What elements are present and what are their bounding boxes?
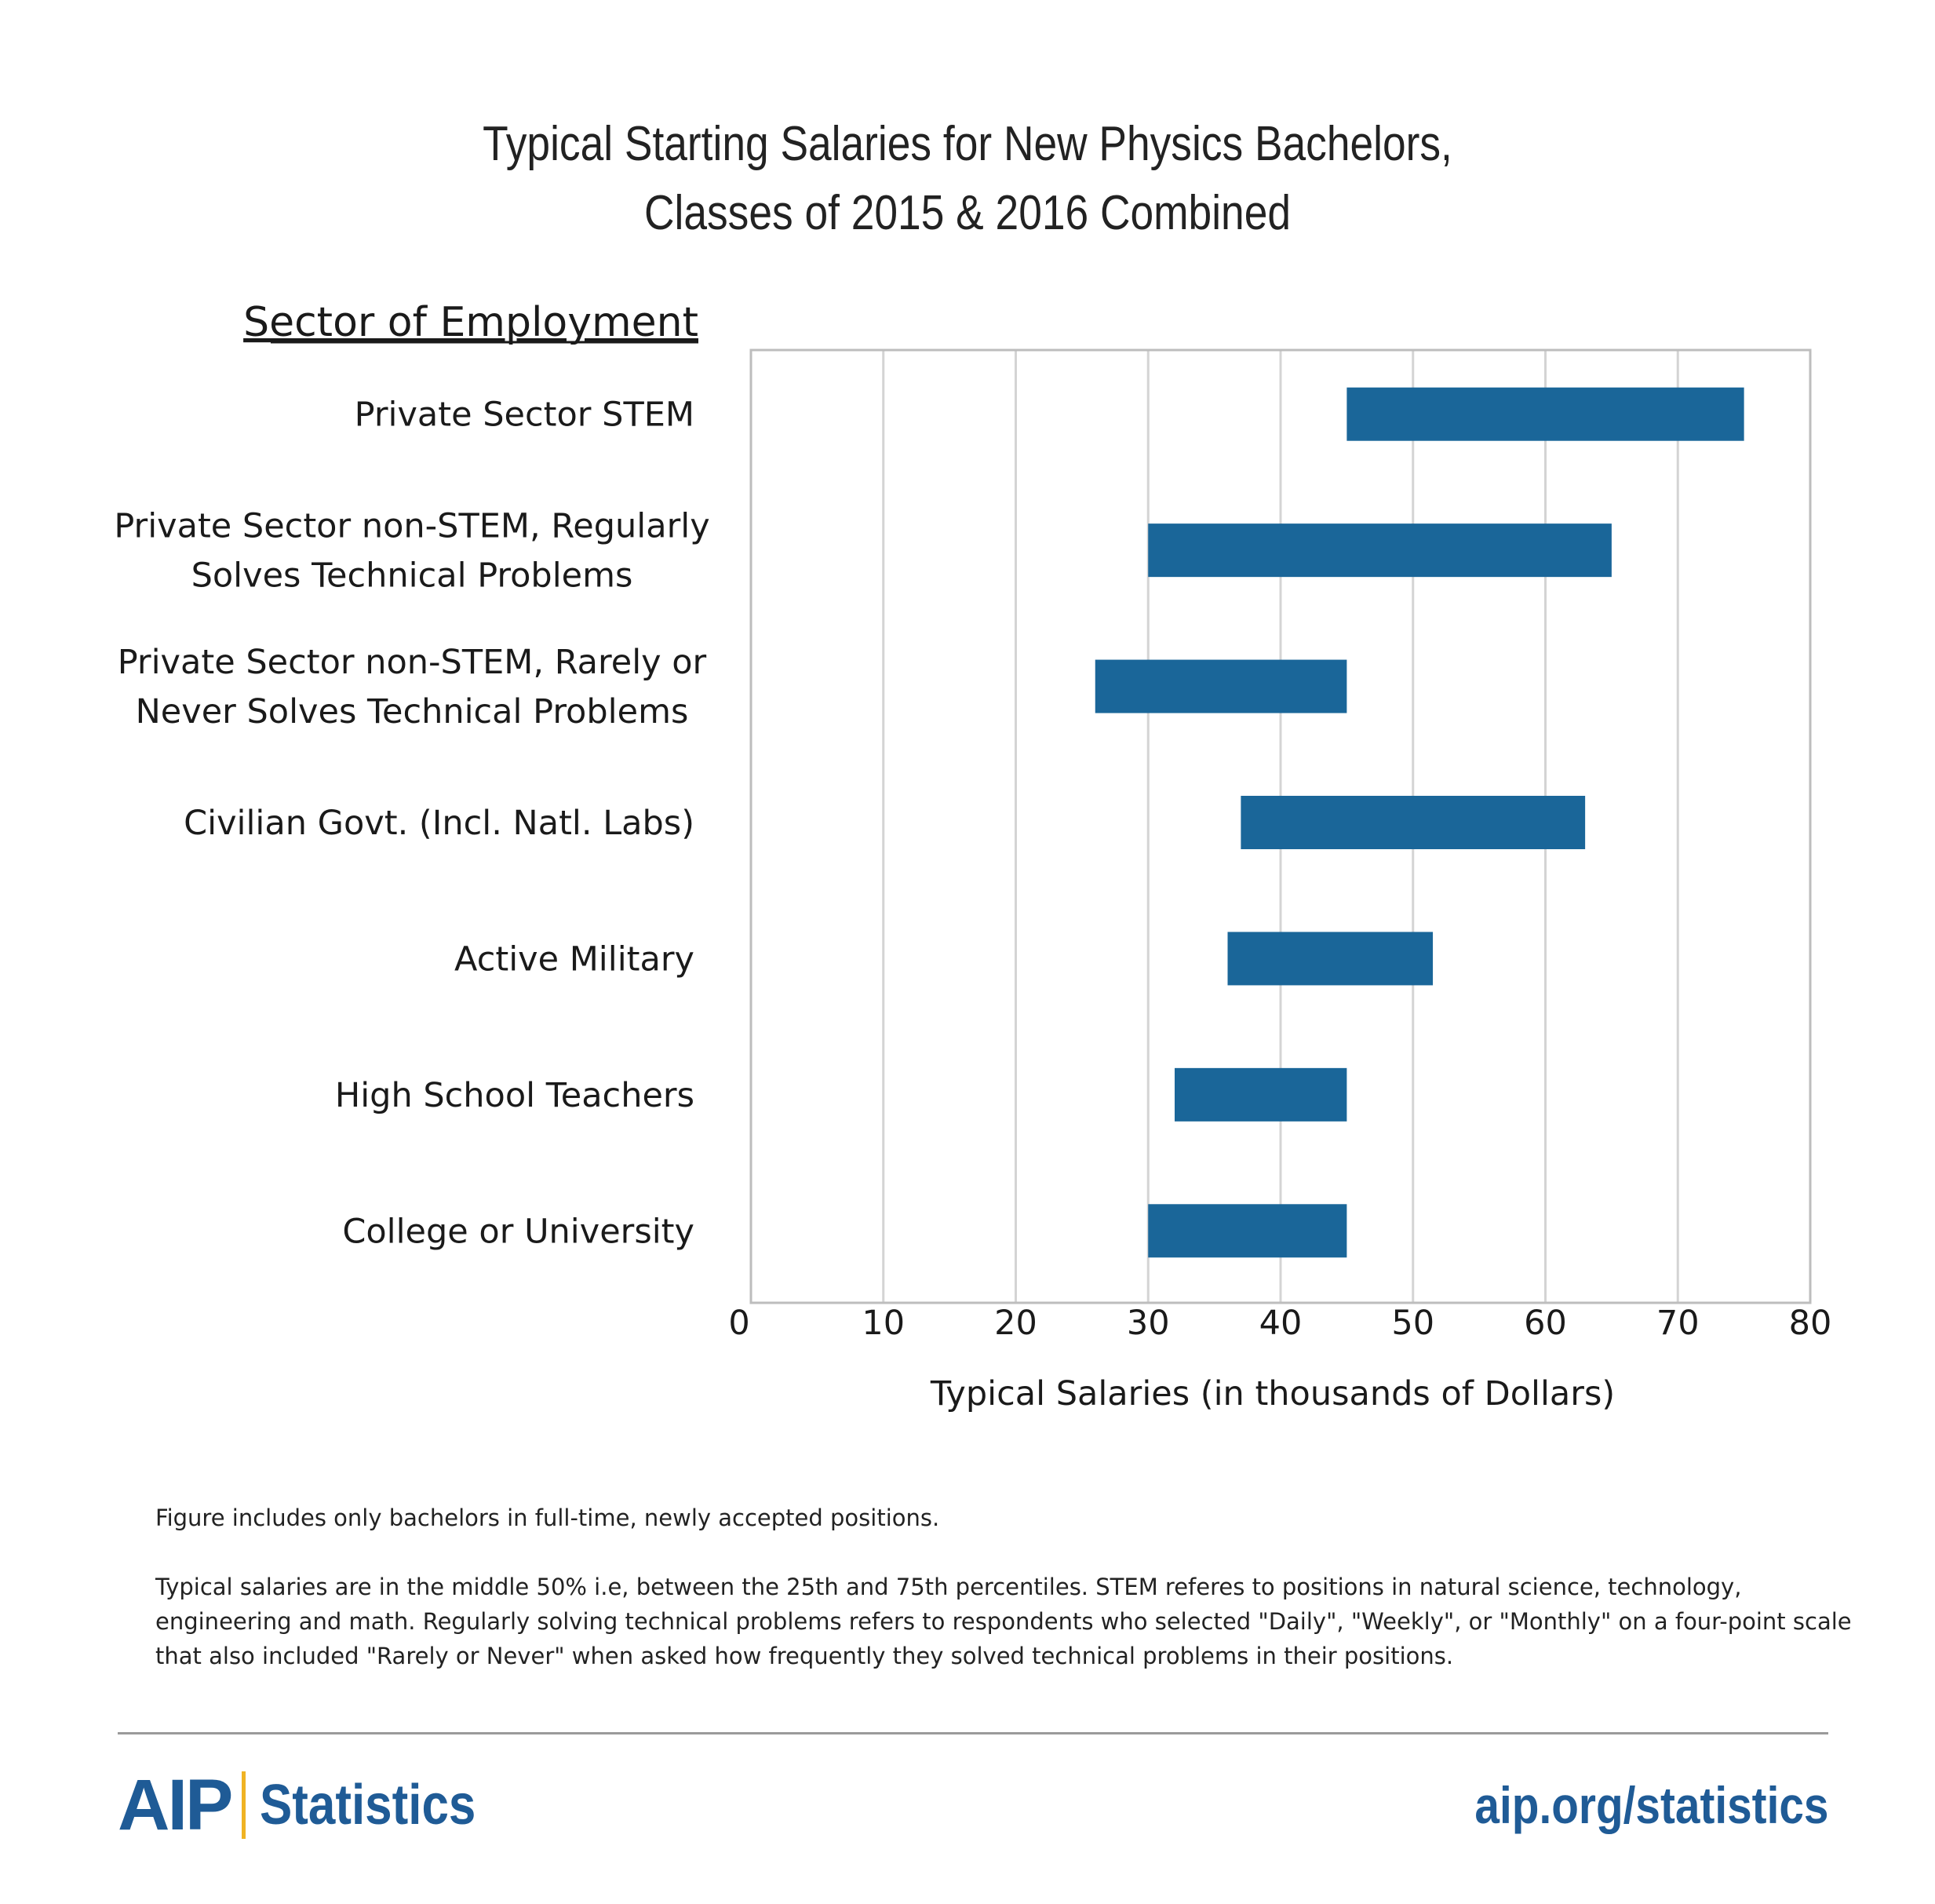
statistics-wordmark: Statistics xyxy=(260,1774,476,1837)
salary-range-bar xyxy=(1346,387,1744,441)
category-label: Active Military xyxy=(454,939,694,979)
category-label: High School Teachers xyxy=(335,1076,694,1115)
salary-range-bar xyxy=(1227,932,1434,986)
salary-range-bar xyxy=(1175,1067,1347,1122)
category-label: Private Sector STEM xyxy=(355,396,694,435)
x-tick-label: 60 xyxy=(1524,1304,1567,1343)
figure-notes: Figure includes only bachelors in full-t… xyxy=(155,1501,1858,1708)
chart-title-line-2: Classes of 2015 & 2016 Combined xyxy=(643,186,1292,240)
footer-divider xyxy=(118,1732,1828,1734)
chart-title: Typical Starting Salaries for New Physic… xyxy=(136,110,1800,248)
x-tick-label: 80 xyxy=(1789,1304,1832,1343)
x-axis-title: Typical Salaries (in thousands of Dollar… xyxy=(930,1374,1615,1413)
site-url-link[interactable]: aip.org/statistics xyxy=(1474,1776,1828,1834)
bars xyxy=(1095,387,1744,1258)
note-definitions: Typical salaries are in the middle 50% i… xyxy=(155,1574,1852,1669)
salary-range-bar xyxy=(1148,523,1612,578)
salary-range-chart: Private Sector STEM Private Sector non-ST… xyxy=(114,299,1831,1413)
x-tick-label: 30 xyxy=(1127,1304,1170,1343)
category-label: Private Sector non-STEM, Regularly xyxy=(114,507,709,546)
x-tick-label: 70 xyxy=(1656,1304,1700,1343)
plot-area-border xyxy=(749,348,1812,1304)
salary-range-bar xyxy=(1148,1204,1347,1258)
category-label: Civilian Govt. (Incl. Natl. Labs) xyxy=(184,804,694,843)
x-tick-label: 50 xyxy=(1391,1304,1434,1343)
salary-range-bar xyxy=(1241,796,1586,849)
category-label: Never Solves Technical Problems xyxy=(136,692,689,731)
category-label: College or University xyxy=(342,1212,694,1251)
chart-title-line-1: Typical Starting Salaries for New Physic… xyxy=(483,117,1452,171)
gridlines xyxy=(882,350,1679,1303)
x-tick-label: 0 xyxy=(728,1304,749,1343)
aip-statistics-logo: AIP Statistics xyxy=(118,1762,512,1848)
x-tick-label: 20 xyxy=(994,1304,1037,1343)
x-tick-labels: 0 10 20 30 40 50 60 70 80 xyxy=(728,1304,1831,1343)
category-labels: Private Sector STEM Private Sector non-ST… xyxy=(114,396,709,1252)
x-tick-label: 40 xyxy=(1259,1304,1303,1343)
x-tick-label: 10 xyxy=(862,1304,905,1343)
category-label: Solves Technical Problems xyxy=(191,556,633,596)
logo-divider-bar xyxy=(242,1771,246,1839)
aip-wordmark: AIP xyxy=(118,1764,233,1845)
note-scope: Figure includes only bachelors in full-t… xyxy=(155,1505,940,1531)
y-axis-title: Sector of Employment xyxy=(243,299,698,346)
category-label: Private Sector non-STEM, Rarely or xyxy=(118,643,707,682)
salary-range-bar xyxy=(1095,659,1347,713)
